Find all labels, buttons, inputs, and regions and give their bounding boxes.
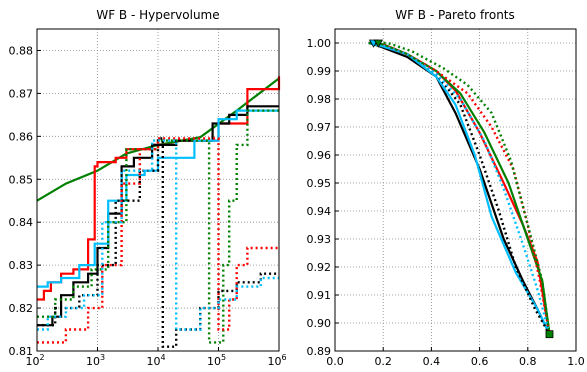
x-tick-base: 10 [25,355,39,368]
y-tick-label: 0.88 [9,44,34,57]
y-tick-label: 0.81 [9,345,34,358]
x-tick-label: 1.0 [567,355,585,368]
y-tick-label: 0.83 [9,259,34,272]
pareto-ticks: 0.0 0.2 0.4 0.6 0.8 1.0 0.89 0.90 0.91 0.92 0.93 0.… [307,37,585,368]
hypervolume-panel: WF B - Hypervolume 102 103 104 105 1060.810.… [9,8,287,368]
y-tick-label: 0.92 [307,261,332,274]
pareto-series-line [368,41,551,335]
y-tick-label: 0.84 [9,216,34,229]
x-tick-exponent: 6 [281,353,286,362]
pareto-marker-square [545,330,554,339]
x-tick-exponent: 3 [100,353,105,362]
pareto-series-line [368,41,551,335]
hypervolume-series-line [37,137,279,348]
y-tick-label: 0.82 [9,302,34,315]
y-tick-label: 0.85 [9,173,34,186]
x-tick-base: 10 [207,355,221,368]
x-tick-base: 10 [146,355,160,368]
x-tick-label: 0.0 [326,355,344,368]
x-tick-label: 0.6 [471,355,489,368]
y-tick-label: 0.93 [307,233,332,246]
y-tick-label: 0.94 [307,205,332,218]
hypervolume-ticks: 102 103 104 105 1060.810.820.830.840.850.860… [9,44,287,368]
x-tick-label: 103 [86,353,105,368]
pareto-series [368,41,551,335]
hypervolume-series-line [37,109,279,344]
hypervolume-title: WF B - Hypervolume [96,8,219,22]
x-tick-label: 0.2 [374,355,392,368]
hypervolume-series-line [37,137,279,344]
hypervolume-series [36,76,281,348]
y-tick-label: 0.95 [307,177,332,190]
pareto-series-line [368,41,551,335]
x-tick-label: 104 [146,353,165,368]
y-tick-label: 0.98 [307,93,332,106]
pareto-panel: WF B - Pareto fronts 0.0 0.2 0.4 0.6 0.8 1.00… [307,8,585,368]
y-tick-label: 0.97 [307,121,332,134]
pareto-title: WF B - Pareto fronts [395,8,515,22]
y-tick-label: 0.89 [307,345,332,358]
y-tick-label: 1.00 [307,37,332,50]
x-tick-exponent: 4 [160,353,165,362]
x-tick-label: 0.4 [423,355,441,368]
y-tick-label: 0.86 [9,130,34,143]
x-tick-exponent: 2 [39,353,44,362]
x-tick-label: 105 [207,353,226,368]
x-tick-base: 10 [267,355,281,368]
hypervolume-grid [37,29,279,351]
y-tick-label: 0.87 [9,87,34,100]
x-tick-label: 0.8 [519,355,537,368]
x-tick-base: 10 [86,355,100,368]
hypervolume-series-line [37,109,279,288]
pareto-axes-frame [334,28,577,352]
y-tick-label: 0.90 [307,317,332,330]
x-tick-label: 106 [267,353,286,368]
y-tick-label: 0.91 [307,289,332,302]
y-tick-label: 0.96 [307,149,332,162]
pareto-marker-triangle [373,39,384,48]
x-tick-label: 102 [25,353,44,368]
x-tick-exponent: 5 [221,353,226,362]
y-tick-label: 0.99 [307,65,332,78]
pareto-markers [368,39,554,339]
